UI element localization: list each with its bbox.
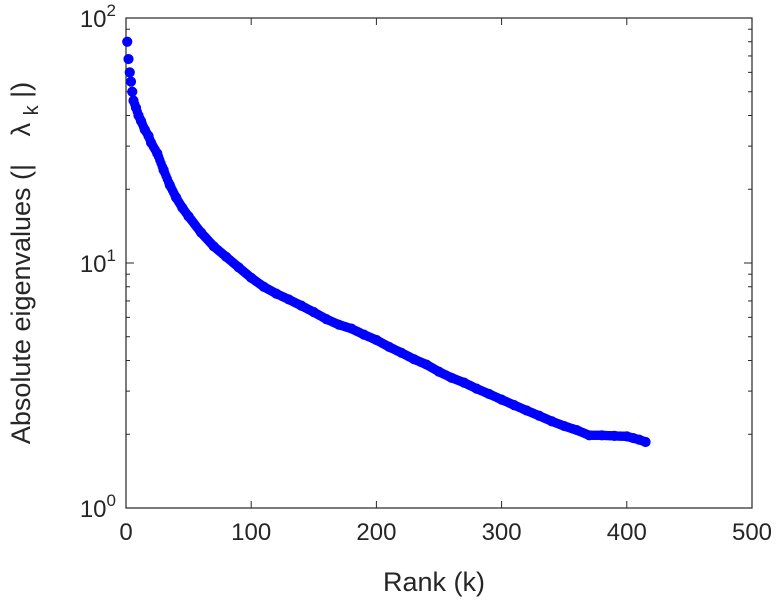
- x-tick-label: 100: [231, 519, 271, 546]
- y-tick-label: 100: [80, 491, 116, 523]
- x-axis-ticks: 0 100 200 300 400 500: [119, 18, 772, 546]
- x-tick-label: 300: [482, 519, 522, 546]
- data-points: [122, 36, 651, 448]
- data-point: [124, 67, 135, 78]
- y-axis-title-subscript: k: [21, 104, 43, 115]
- y-tick-label: 102: [80, 1, 116, 33]
- y-axis-ticks: 100 101 102: [80, 1, 752, 523]
- data-point: [123, 53, 134, 65]
- x-tick-label: 500: [732, 519, 772, 546]
- plot-frame: [125, 17, 753, 509]
- y-axis-title-symbol: λ: [6, 122, 36, 136]
- y-axis-title-suffix: |): [6, 82, 36, 98]
- y-axis-title: Absolute eigenvalues (| λ k |): [6, 82, 44, 444]
- y-tick-label: 101: [80, 246, 116, 278]
- data-point: [125, 76, 137, 87]
- x-tick-label: 400: [607, 519, 647, 546]
- x-tick-label: 0: [119, 519, 132, 546]
- data-point: [640, 436, 651, 448]
- x-tick-label: 200: [356, 519, 396, 546]
- plot-box: [125, 17, 753, 509]
- y-axis-title-prefix: Absolute eigenvalues (|: [6, 164, 36, 444]
- data-point: [122, 36, 133, 47]
- x-axis-title: Rank (k): [383, 567, 485, 597]
- data-point: [127, 86, 138, 97]
